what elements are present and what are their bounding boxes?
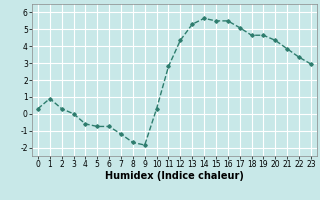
X-axis label: Humidex (Indice chaleur): Humidex (Indice chaleur) <box>105 171 244 181</box>
